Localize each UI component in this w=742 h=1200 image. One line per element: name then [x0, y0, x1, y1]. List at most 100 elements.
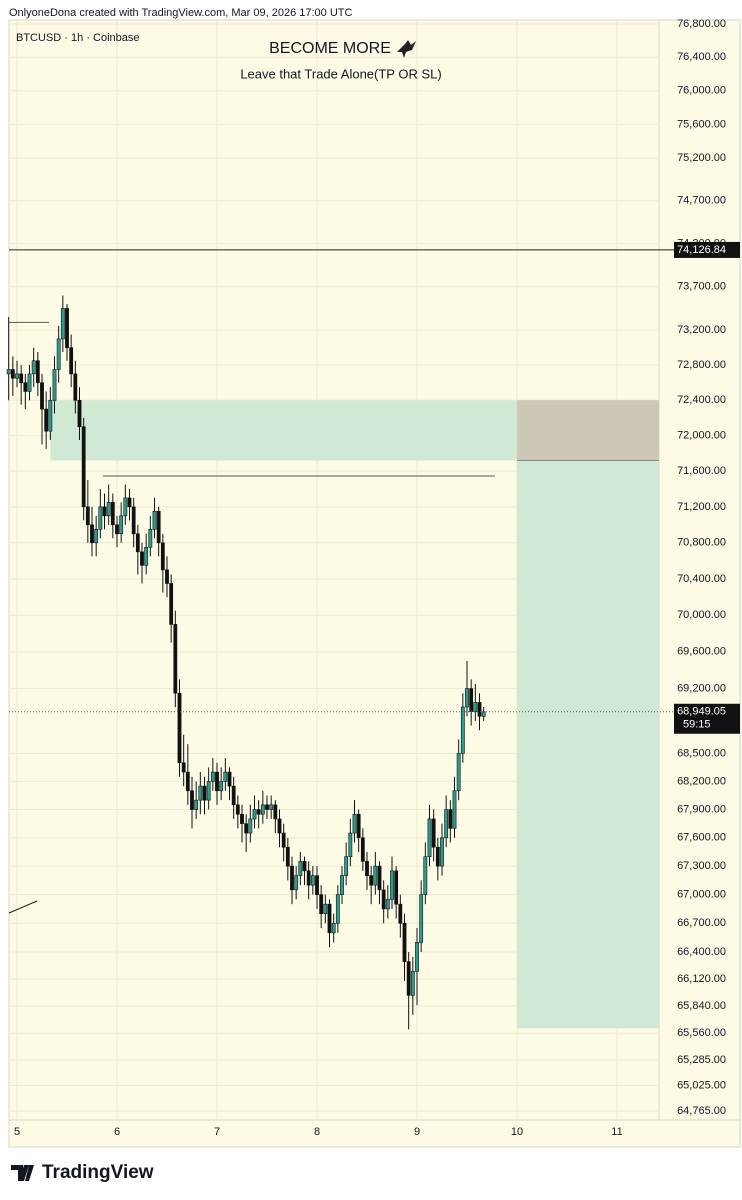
candle-body — [444, 809, 449, 839]
candle-body — [156, 511, 161, 544]
candle-body — [10, 369, 15, 379]
candle-body — [185, 771, 190, 792]
candle-body — [294, 875, 299, 891]
candle-body — [135, 533, 140, 553]
candle-body — [390, 870, 394, 900]
candle-body — [235, 804, 240, 815]
candle-body — [373, 865, 378, 886]
candle-body — [90, 524, 94, 544]
x-tick-label: 10 — [511, 1126, 523, 1138]
candle-body — [290, 865, 294, 891]
candle-body — [465, 688, 469, 708]
candle-body — [69, 347, 74, 375]
candle-body — [190, 790, 194, 810]
candle-body — [423, 856, 428, 895]
candle-body — [435, 846, 440, 867]
candle-body — [448, 809, 453, 829]
y-tick-label: 69,600.00 — [677, 646, 726, 658]
candle-body — [410, 970, 415, 996]
candle-body — [194, 799, 199, 810]
y-tick-label: 68,200.00 — [677, 775, 726, 787]
candle-body — [15, 373, 19, 379]
y-tick-label: 66,120.00 — [677, 973, 726, 985]
candle-body — [23, 382, 28, 392]
candle-body — [215, 771, 219, 792]
candle-body — [406, 961, 411, 996]
y-tick-label: 68,500.00 — [677, 747, 726, 759]
candle-body — [131, 506, 136, 535]
candle-body — [223, 771, 228, 782]
y-tick-label: 74,700.00 — [677, 195, 726, 207]
y-tick-label: 66,400.00 — [677, 946, 726, 958]
candle-body — [198, 785, 203, 801]
candle-body — [456, 753, 461, 792]
candle-body — [285, 846, 290, 867]
y-tick-label: 67,600.00 — [677, 832, 726, 844]
candle-body — [340, 875, 344, 895]
candle-body — [115, 524, 119, 535]
candle-body — [306, 870, 311, 886]
candle-body — [240, 813, 244, 824]
candle-body — [431, 818, 436, 848]
candle-body — [227, 771, 232, 787]
candle-body — [360, 837, 365, 862]
candle-body — [19, 373, 24, 383]
candle-body — [31, 360, 36, 375]
candle-body — [256, 809, 261, 815]
y-tick-label: 65,840.00 — [677, 1000, 726, 1012]
y-tick-label: 67,000.00 — [677, 889, 726, 901]
candle-body — [144, 547, 149, 566]
candle-body — [65, 308, 69, 348]
candle-body — [102, 506, 107, 517]
candle-body — [381, 889, 386, 910]
candle-body — [181, 762, 186, 773]
candle-body — [169, 583, 174, 625]
level-label: 74,126.84 — [677, 244, 726, 256]
candle-body — [352, 813, 357, 834]
candle-body — [119, 515, 124, 535]
candle-body — [85, 506, 90, 526]
x-tick-label: 9 — [414, 1126, 420, 1138]
candle-body — [140, 551, 144, 566]
candle-body — [219, 781, 224, 792]
last-price-label: 68,949.05 — [677, 706, 726, 718]
y-tick-label: 72,800.00 — [677, 359, 726, 371]
candle-body — [298, 861, 303, 876]
logo-text: TradingView — [42, 1162, 154, 1183]
candle-body — [248, 818, 253, 834]
candle-body — [394, 870, 399, 905]
candle-body — [110, 502, 115, 526]
candle-body — [48, 399, 53, 432]
candle-body — [27, 373, 32, 392]
candle-body — [319, 894, 324, 915]
candle-body — [244, 823, 249, 834]
y-tick-label: 73,200.00 — [677, 324, 726, 336]
candle-body — [356, 813, 361, 839]
trend-line — [8, 900, 38, 914]
candle-body — [323, 903, 328, 915]
candle-body — [148, 528, 153, 548]
last-price-tag — [674, 703, 740, 734]
candle-body — [440, 837, 444, 867]
candle-body — [369, 875, 374, 886]
y-tick-label: 71,200.00 — [677, 501, 726, 513]
y-tick-label: 69,200.00 — [677, 682, 726, 694]
x-tick-label: 11 — [611, 1126, 622, 1138]
candle-body — [81, 426, 86, 508]
candle-body — [123, 497, 128, 517]
y-tick-label: 64,765.00 — [677, 1105, 726, 1117]
candle-body — [202, 785, 207, 801]
candle-body — [60, 308, 65, 340]
candle-body — [177, 692, 182, 764]
candle-body — [77, 399, 82, 428]
y-tick-label: 75,600.00 — [677, 118, 726, 130]
candle-body — [460, 706, 465, 754]
y-tick-label: 65,285.00 — [677, 1054, 726, 1066]
y-tick-label: 76,400.00 — [677, 51, 726, 63]
candle-body — [327, 903, 332, 934]
candle-body — [98, 506, 103, 530]
candle-body — [427, 818, 432, 857]
candle-body — [106, 502, 111, 517]
candle-body — [277, 818, 282, 834]
